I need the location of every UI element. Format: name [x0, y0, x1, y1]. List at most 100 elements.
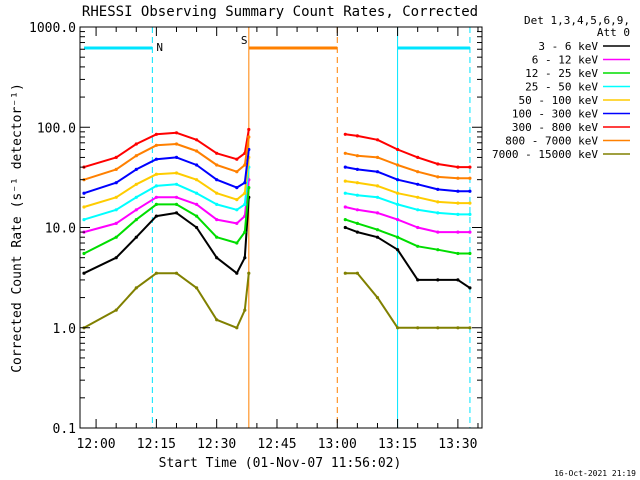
data-point	[396, 218, 400, 222]
data-point	[174, 142, 179, 146]
data-point	[468, 176, 472, 180]
data-point	[343, 271, 347, 275]
data-point	[375, 138, 380, 142]
data-point	[195, 286, 199, 290]
data-point	[468, 212, 472, 216]
data-point	[456, 251, 460, 256]
data-point	[114, 256, 118, 260]
data-point	[195, 202, 199, 206]
series-line	[345, 218, 470, 255]
data-point	[416, 195, 420, 199]
data-point	[416, 278, 420, 282]
plot-area: NS	[79, 27, 472, 428]
data-point	[235, 208, 239, 212]
series-line	[83, 179, 250, 234]
series-line	[344, 226, 471, 289]
series-line	[83, 187, 250, 255]
data-point	[82, 205, 86, 209]
data-point	[375, 235, 380, 239]
data-point	[243, 308, 247, 312]
data-point	[436, 187, 440, 191]
y-tick-label: 1000.0	[29, 21, 76, 36]
data-point	[456, 189, 460, 193]
data-point	[82, 191, 86, 195]
data-point	[355, 134, 359, 138]
data-point	[343, 225, 347, 230]
data-point	[154, 132, 158, 136]
data-point	[375, 296, 380, 300]
data-point	[134, 154, 138, 158]
data-point	[114, 221, 118, 225]
legend-entry-label: 50 - 100 keV	[519, 94, 599, 107]
x-tick-label: 13:30	[438, 437, 477, 452]
data-point	[114, 235, 118, 239]
data-point	[174, 182, 179, 186]
data-point	[436, 248, 440, 252]
data-point	[154, 271, 158, 275]
data-point	[154, 195, 158, 199]
data-point	[468, 230, 472, 234]
data-point	[243, 191, 247, 195]
data-point	[396, 326, 400, 330]
data-point	[134, 208, 138, 212]
data-point	[416, 170, 420, 174]
legend-entry-label: 25 - 50 keV	[525, 81, 598, 94]
series-line	[345, 272, 470, 329]
data-point	[396, 248, 400, 252]
data-point	[416, 326, 420, 330]
data-point	[355, 230, 359, 234]
series-line	[83, 272, 250, 329]
data-point	[215, 318, 219, 322]
data-point	[114, 208, 118, 212]
legend-entry-label: 300 - 800 keV	[512, 121, 598, 134]
y-axis-label: Corrected Count Rate (s⁻¹ detector⁻¹)	[10, 83, 25, 373]
data-point	[247, 135, 251, 139]
data-point	[243, 163, 247, 167]
data-point	[235, 221, 239, 225]
data-point	[247, 127, 251, 132]
data-point	[154, 172, 158, 176]
data-point	[243, 256, 247, 260]
data-point	[375, 184, 380, 188]
data-point	[195, 178, 199, 182]
data-point	[174, 155, 179, 159]
data-point	[235, 157, 239, 161]
x-tick-label: 12:45	[257, 437, 296, 452]
data-point	[243, 202, 247, 206]
data-point	[375, 228, 380, 232]
legend-entry-label: 100 - 300 keV	[512, 108, 598, 121]
series-line	[83, 157, 250, 208]
x-tick-label: 12:15	[137, 437, 176, 452]
x-tick-label: 13:15	[378, 437, 417, 452]
data-point	[82, 218, 86, 222]
y-tick-label: 0.1	[53, 422, 76, 437]
data-point	[396, 202, 400, 206]
series-line	[83, 166, 250, 221]
legend-entry-label: 7000 - 15000 keV	[492, 148, 598, 161]
series-line	[345, 133, 470, 169]
data-point	[468, 251, 472, 256]
chart-title: RHESSI Observing Summary Count Rates, Co…	[82, 4, 478, 20]
data-point	[195, 214, 199, 218]
data-point	[114, 181, 118, 185]
x-axis: 12:00 12:15 12:30 12:45 13:00 13:15 13:30	[77, 27, 479, 452]
data-point	[82, 271, 86, 275]
data-point	[436, 326, 440, 330]
data-point	[416, 225, 420, 230]
data-point	[174, 202, 179, 206]
data-point	[343, 165, 347, 169]
legend-entry-label: 800 - 7000 keV	[505, 135, 598, 148]
data-point	[195, 138, 199, 142]
data-point	[215, 163, 219, 167]
y-tick-label: 100.0	[37, 121, 76, 136]
data-point	[154, 184, 158, 188]
legend-header: Det 1,3,4,5,6,9,	[524, 14, 630, 27]
data-point	[174, 171, 179, 175]
data-point	[355, 193, 359, 197]
data-point	[436, 211, 440, 215]
y-axis: 1000.0 100.0 10.0 1.0 0.1	[29, 21, 482, 437]
data-point	[174, 211, 179, 215]
data-point	[215, 191, 219, 195]
